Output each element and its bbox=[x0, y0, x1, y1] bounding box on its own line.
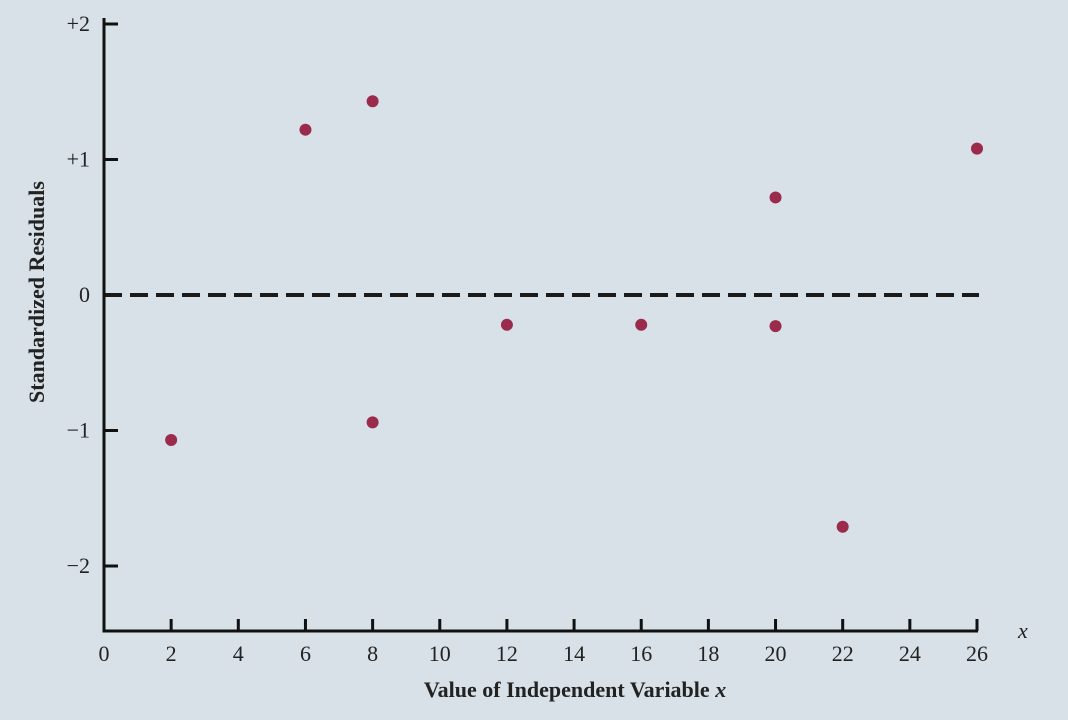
data-point bbox=[165, 433, 178, 446]
x-tick-label: 16 bbox=[630, 641, 652, 666]
x-tick-label: 26 bbox=[966, 641, 988, 666]
data-point bbox=[769, 191, 782, 204]
x-axis-title-variable: x bbox=[714, 677, 726, 702]
x-tick-label: 14 bbox=[563, 641, 585, 666]
data-point bbox=[769, 320, 782, 333]
x-axis-ticks: 0 2 4 6 8 10 12 14 16 18 20 22 24 26 bbox=[99, 619, 988, 666]
x-tick-label: 2 bbox=[166, 641, 177, 666]
data-point bbox=[366, 416, 379, 429]
x-tick-label: 12 bbox=[496, 641, 518, 666]
x-tick-label: 4 bbox=[233, 641, 244, 666]
x-tick-label: 6 bbox=[300, 641, 311, 666]
y-tick-label: −2 bbox=[67, 553, 90, 578]
data-point bbox=[836, 520, 849, 533]
data-point bbox=[500, 318, 513, 331]
x-tick-label: 0 bbox=[99, 641, 110, 666]
x-tick-label: 18 bbox=[697, 641, 719, 666]
data-point bbox=[299, 123, 312, 136]
data-point bbox=[366, 95, 379, 108]
data-points bbox=[165, 95, 983, 533]
y-axis-ticks: +2 +1 0 −1 −2 bbox=[67, 11, 118, 578]
x-axis-symbol: x bbox=[1017, 618, 1028, 643]
x-tick-label: 24 bbox=[899, 641, 921, 666]
x-tick-label: 20 bbox=[765, 641, 787, 666]
y-tick-label: −1 bbox=[67, 418, 90, 443]
y-tick-label: 0 bbox=[79, 282, 90, 307]
data-point bbox=[971, 142, 983, 155]
y-axis-title: Standardized Residuals bbox=[24, 181, 49, 403]
x-tick-label: 8 bbox=[367, 641, 378, 666]
data-point bbox=[635, 318, 648, 331]
y-tick-label: +1 bbox=[67, 147, 90, 172]
x-tick-label: 22 bbox=[832, 641, 854, 666]
x-axis-title: Value of Independent Variable x bbox=[424, 677, 726, 702]
x-tick-label: 10 bbox=[429, 641, 451, 666]
y-tick-label: +2 bbox=[67, 11, 90, 36]
x-axis-title-text: Value of Independent Variable bbox=[424, 677, 715, 702]
